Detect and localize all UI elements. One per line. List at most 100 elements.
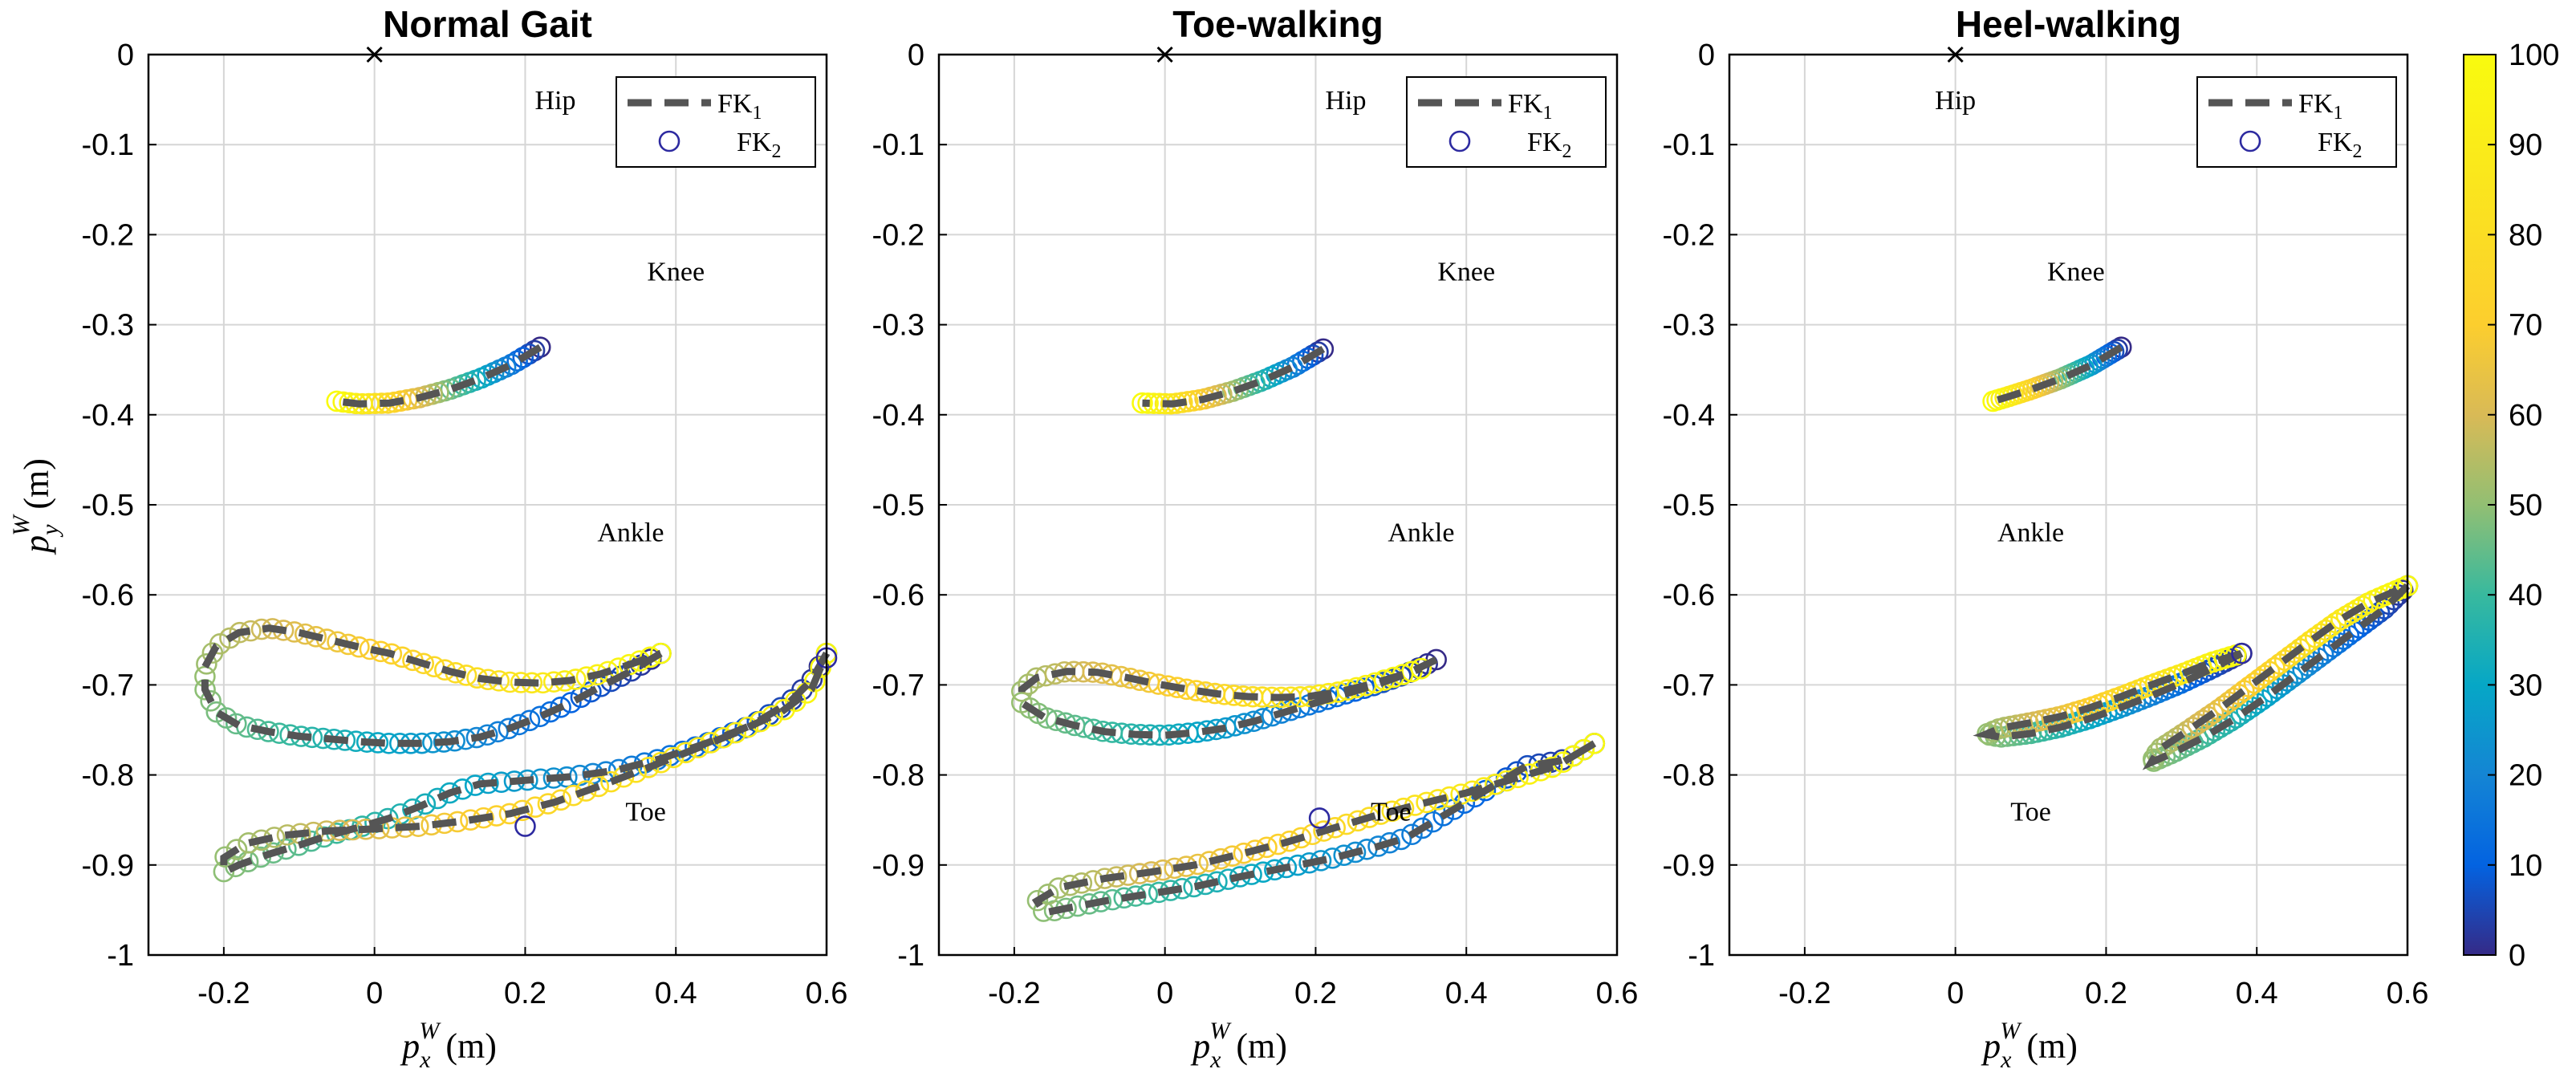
colorbar-tick-label: 50: [2509, 489, 2542, 522]
fk2-point-toe: [1026, 889, 1049, 912]
fk2-point-knee: [1302, 344, 1324, 366]
x-tick-label: 0.4: [1445, 977, 1488, 1010]
colorbar-tick-label: 80: [2509, 218, 2542, 252]
fk2-point-toe: [2166, 727, 2188, 749]
x-tick-label: -0.2: [197, 977, 250, 1010]
y-tick-label: -0.5: [82, 489, 134, 522]
x-tick-label: 0.6: [806, 977, 848, 1010]
plot-area: [1010, 46, 1606, 922]
axis-ticks: -0.2 0 0.2 0.4 0.6 0 -0.1 -0.2 -0.3 -0.4 -0.5 -0.6 -…: [1663, 39, 2429, 1010]
fk1-line-ankle: [1973, 649, 2244, 742]
x-tick-label: 0: [1947, 977, 1964, 1010]
joint-label: Hip: [535, 86, 576, 116]
y-tick-label: -0.4: [872, 399, 924, 433]
y-tick-label: -1: [1688, 939, 1715, 973]
fk2-outlier: [514, 815, 536, 837]
fk2-point-ankle: [529, 705, 551, 728]
fk2-point-toe: [1583, 733, 1606, 754]
y-tick-label: -0.9: [872, 849, 924, 883]
y-tick-label: -0.7: [872, 669, 924, 702]
y-tick-label: -0.6: [82, 579, 134, 612]
y-tick-label: -0.8: [872, 759, 924, 793]
joint-labels: Hip Knee Ankle Toe: [535, 86, 705, 827]
x-tick-label: 0.4: [2236, 977, 2278, 1010]
joint-label: Ankle: [1388, 518, 1454, 548]
axes-frame: [147, 53, 828, 957]
axis-ticks: -0.2 0 0.2 0.4 0.6 0 -0.1 -0.2 -0.3 -0.4 -0.5 -0.6 -…: [82, 39, 848, 1010]
fk2-point-knee: [1132, 392, 1153, 414]
fk2-point-toe: [1422, 811, 1444, 833]
fk1-line-ankle: [1018, 656, 1438, 739]
x-tick-label: 0.6: [2387, 977, 2429, 1010]
fk2-point-toe: [426, 787, 449, 810]
fk2-point-ankle: [650, 642, 672, 664]
fk2-point-ankle: [200, 690, 221, 712]
fk2-point-toe: [2341, 602, 2363, 624]
joint-labels: Hip Knee Ankle Toe: [1326, 86, 1496, 827]
colorbar-tick-label: 90: [2509, 128, 2542, 162]
fk2-point-ankle: [610, 665, 632, 687]
joint-label: Knee: [1437, 257, 1495, 287]
x-tick-label: 0: [1156, 977, 1173, 1010]
fk2-point-ankle: [1410, 657, 1432, 680]
fk2-point-ankle: [196, 653, 217, 675]
grid: [1729, 54, 2408, 956]
y-tick-label: -0.2: [1663, 218, 1715, 252]
legend-box: [1406, 76, 1607, 168]
fk2-point-toe: [2346, 599, 2368, 620]
fk2-point-knee: [1312, 338, 1335, 360]
y-tick-label: -0.1: [872, 128, 924, 162]
legend-fk2-label: FK2: [737, 128, 781, 162]
fk1-line-knee: [1142, 346, 1326, 408]
y-tick-label: -0.3: [1663, 309, 1715, 343]
fk2-point-knee: [529, 336, 551, 358]
subplot-title: Toe-walking: [1172, 3, 1383, 45]
joint-label: Ankle: [1997, 518, 2064, 548]
x-tick-label: 0.2: [1294, 977, 1337, 1010]
fk2-point-toe: [1432, 805, 1454, 827]
fk2-point-knee: [523, 339, 546, 362]
fk2-point-ankle: [539, 701, 562, 723]
fk1-line-toe: [2142, 582, 2411, 770]
fk2-point-toe: [2197, 705, 2219, 728]
fk2-point-ankle: [560, 692, 582, 713]
grid: [148, 54, 827, 956]
colorbar-tick-label: 30: [2509, 669, 2542, 702]
joint-label: Hip: [1935, 86, 1976, 116]
y-tick-label: -0.8: [1663, 759, 1715, 793]
fk1-line-toe: [1031, 740, 1597, 917]
x-tick-label: -0.2: [988, 977, 1040, 1010]
legend-box: [616, 76, 816, 168]
fk2-point-toe: [2330, 608, 2352, 630]
y-tick-label: -0.1: [1663, 128, 1715, 162]
axes-frame: [1728, 53, 2409, 957]
legend-fk2-label: FK2: [1527, 128, 1571, 162]
legend-fk2-swatch: [1448, 130, 1471, 152]
fk2-point-knee: [1137, 392, 1159, 414]
y-tick-label: -0.2: [872, 218, 924, 252]
x-tick-label: 0.2: [504, 977, 546, 1010]
x-tick-label: -0.2: [1778, 977, 1830, 1010]
colorbar-tick-label: 20: [2509, 759, 2542, 793]
fk2-outlier: [2231, 642, 2253, 664]
fk2-point-toe: [1401, 823, 1423, 846]
joint-label: Toe: [1371, 797, 1412, 827]
x-axis-label: pxW (m): [400, 1018, 497, 1073]
colorbar-tick-label: 100: [2509, 39, 2559, 72]
y-tick-label: 0: [908, 39, 924, 72]
y-tick-label: -0.9: [1663, 849, 1715, 883]
joint-labels: Hip Knee Ankle Toe: [1935, 86, 2105, 827]
fk2-point-toe: [2176, 720, 2198, 742]
x-tick-label: 0.6: [1596, 977, 1639, 1010]
colorbar: 0 10 20 30 40 50 60 70 80 90 100: [2463, 39, 2559, 973]
y-axis-label: pyW(m): [8, 458, 63, 555]
plot-area: [194, 46, 838, 883]
colorbar-tick-label: 0: [2509, 939, 2525, 973]
joint-label: Hip: [1326, 86, 1367, 116]
joint-label: Knee: [647, 257, 705, 287]
fk2-point-toe: [414, 793, 437, 815]
x-tick-label: 0: [366, 977, 383, 1010]
